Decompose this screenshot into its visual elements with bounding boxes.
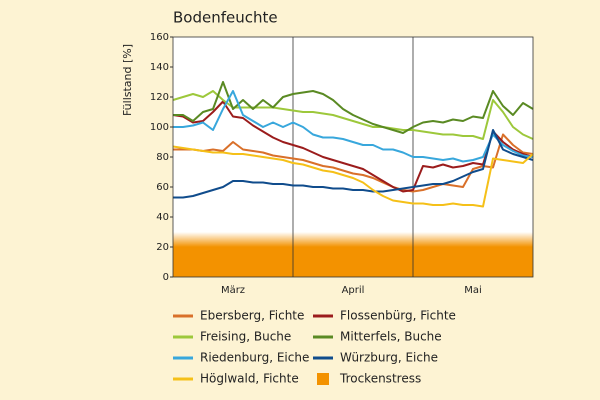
y-tick-label: 40	[156, 212, 169, 223]
legend-label: Würzburg, Eiche	[340, 351, 438, 365]
legend-label: Freising, Buche	[200, 330, 291, 344]
series-line	[173, 129, 534, 199]
legend-label: Riedenburg, Eiche	[200, 351, 309, 365]
y-tick-label: 140	[150, 62, 169, 73]
legend-label: Ebersberg, Fichte	[200, 309, 304, 323]
y-tick-label: 120	[150, 92, 169, 103]
stress-band	[173, 247, 533, 277]
plot-frame	[172, 36, 534, 278]
y-axis-label: Füllstand [%]	[121, 44, 134, 116]
legend-label: Flossenbürg, Fichte	[340, 309, 456, 323]
series-line	[173, 133, 534, 193]
legend-swatch	[317, 373, 329, 385]
stress-band-fade	[173, 232, 533, 247]
x-tick-label: Mai	[464, 285, 482, 296]
y-tick-label: 80	[156, 152, 169, 163]
series-line	[172, 145, 534, 208]
series-line	[173, 90, 534, 163]
legend-label: Trockenstress	[339, 372, 421, 386]
y-tick-label: 20	[156, 242, 169, 253]
y-tick-label: 0	[163, 272, 169, 283]
y-tick-label: 160	[150, 32, 169, 43]
series-line	[172, 100, 534, 193]
x-tick-label: April	[342, 285, 365, 296]
x-tick-label: März	[221, 285, 245, 296]
series-line	[173, 81, 534, 134]
legend-label: Höglwald, Fichte	[200, 372, 299, 386]
y-tick-label: 60	[156, 182, 169, 193]
legend-label: Mitterfels, Buche	[340, 330, 442, 344]
chart-title: Bodenfeuchte	[173, 9, 278, 27]
y-tick-label: 100	[150, 122, 169, 133]
